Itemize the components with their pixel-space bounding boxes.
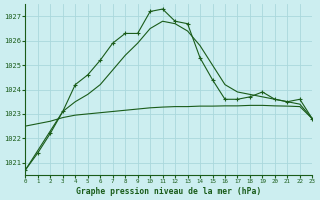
X-axis label: Graphe pression niveau de la mer (hPa): Graphe pression niveau de la mer (hPa) — [76, 187, 261, 196]
